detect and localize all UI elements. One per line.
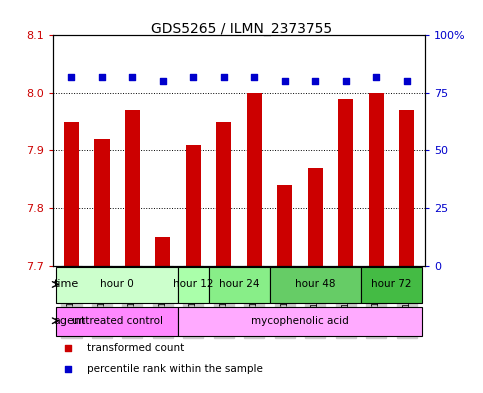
Point xyxy=(128,73,136,80)
FancyBboxPatch shape xyxy=(178,307,422,336)
FancyBboxPatch shape xyxy=(270,268,361,303)
Bar xyxy=(338,99,354,266)
Point xyxy=(64,345,72,351)
Text: time: time xyxy=(54,279,79,289)
Bar xyxy=(125,110,140,266)
FancyBboxPatch shape xyxy=(178,268,209,303)
Text: hour 12: hour 12 xyxy=(173,279,213,289)
Point xyxy=(220,73,227,80)
FancyBboxPatch shape xyxy=(361,268,422,303)
Point xyxy=(403,78,411,84)
Text: hour 24: hour 24 xyxy=(219,279,259,289)
Text: percentile rank within the sample: percentile rank within the sample xyxy=(86,364,262,375)
Text: agent: agent xyxy=(54,316,86,326)
Point xyxy=(159,78,167,84)
Bar xyxy=(216,122,231,266)
Point xyxy=(342,78,350,84)
Bar xyxy=(399,110,414,266)
Bar xyxy=(308,168,323,266)
Point xyxy=(68,73,75,80)
FancyBboxPatch shape xyxy=(56,268,178,303)
Point xyxy=(372,73,380,80)
Text: hour 72: hour 72 xyxy=(371,279,412,289)
Point xyxy=(281,78,289,84)
Text: GDS5265 / ILMN_2373755: GDS5265 / ILMN_2373755 xyxy=(151,22,332,36)
Bar xyxy=(277,185,292,266)
Text: hour 48: hour 48 xyxy=(295,279,336,289)
Text: hour 0: hour 0 xyxy=(100,279,134,289)
Bar xyxy=(369,93,384,266)
FancyBboxPatch shape xyxy=(56,307,178,336)
Bar xyxy=(94,139,110,266)
Bar xyxy=(247,93,262,266)
Bar xyxy=(186,145,201,266)
FancyBboxPatch shape xyxy=(209,268,270,303)
Point xyxy=(251,73,258,80)
Point xyxy=(189,73,197,80)
Text: transformed count: transformed count xyxy=(86,343,184,353)
Text: untreated control: untreated control xyxy=(71,316,163,326)
Point xyxy=(98,73,106,80)
Point xyxy=(64,366,72,373)
Text: mycophenolic acid: mycophenolic acid xyxy=(251,316,349,326)
Bar xyxy=(155,237,170,266)
Bar xyxy=(64,122,79,266)
Point xyxy=(312,78,319,84)
